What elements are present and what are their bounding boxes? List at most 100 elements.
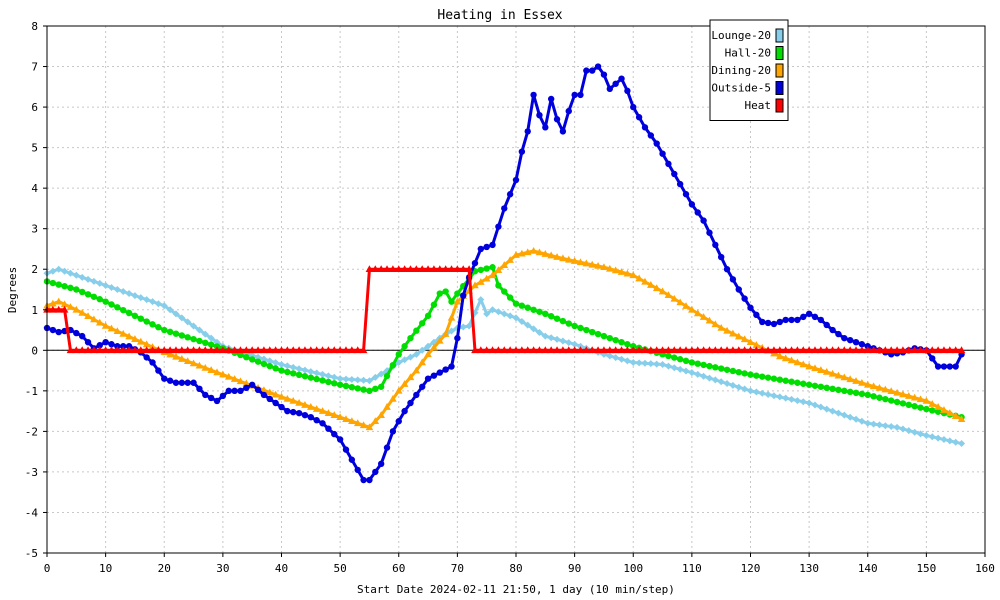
data-point-heat (817, 346, 825, 354)
data-point-heat (160, 346, 169, 354)
data-point-dining-20 (289, 396, 298, 404)
data-point-dining-20 (600, 263, 608, 271)
data-point-heat (277, 346, 286, 354)
data-point-heat (752, 346, 761, 354)
data-point-dining-20 (137, 337, 145, 345)
data-point-hall-20 (290, 370, 297, 377)
data-point-heat (764, 346, 772, 354)
data-point-lounge-20 (113, 286, 121, 293)
data-point-heat (957, 346, 966, 354)
data-point-dining-20 (535, 248, 544, 256)
data-point-dining-20 (717, 324, 725, 331)
data-point-outside-5 (852, 339, 860, 346)
data-point-dining-20 (430, 343, 438, 351)
data-point-heat (711, 346, 720, 354)
data-point-lounge-20 (49, 267, 57, 275)
data-point-lounge-20 (823, 405, 831, 413)
data-point-lounge-20 (917, 430, 925, 438)
data-point-heat (893, 346, 901, 354)
data-point-heat (90, 346, 98, 354)
x-tick-label: 150 (916, 562, 936, 575)
data-point-dining-20 (207, 366, 215, 373)
data-point-hall-20 (161, 326, 168, 334)
data-point-outside-5 (202, 391, 209, 399)
data-point-lounge-20 (336, 375, 344, 383)
data-point-outside-5 (577, 91, 584, 99)
data-point-heat (283, 346, 292, 354)
data-point-dining-20 (189, 359, 198, 367)
data-point-dining-20 (342, 415, 350, 423)
data-point-outside-5 (829, 326, 836, 334)
data-point-hall-20 (73, 286, 80, 293)
data-point-lounge-20 (184, 318, 192, 326)
data-point-outside-5 (841, 334, 848, 342)
data-point-outside-5 (782, 316, 789, 324)
data-point-heat (553, 346, 561, 354)
data-point-heat (723, 346, 731, 354)
data-point-lounge-20 (266, 357, 274, 365)
data-point-lounge-20 (301, 366, 309, 374)
data-point-lounge-20 (793, 397, 801, 405)
data-point-outside-5 (272, 399, 279, 407)
data-point-lounge-20 (776, 393, 784, 401)
data-point-hall-20 (794, 379, 801, 386)
data-point-hall-20 (518, 302, 526, 309)
series-hall-20 (43, 264, 965, 421)
data-point-outside-5 (635, 114, 643, 121)
data-point-lounge-20 (406, 353, 414, 361)
data-point-lounge-20 (934, 434, 942, 442)
data-point-hall-20 (143, 318, 150, 325)
data-point-outside-5 (102, 339, 109, 346)
data-point-dining-20 (828, 369, 837, 377)
data-point-heat (928, 346, 937, 354)
chart-title: Heating in Essex (437, 8, 562, 23)
data-point-heat (95, 346, 104, 354)
data-point-dining-20 (142, 340, 151, 348)
data-point-outside-5 (55, 328, 62, 336)
data-point-dining-20 (834, 371, 843, 379)
data-point-lounge-20 (612, 354, 620, 362)
data-point-lounge-20 (834, 409, 842, 417)
data-point-outside-5 (483, 243, 490, 251)
data-point-outside-5 (489, 241, 496, 249)
data-point-hall-20 (811, 382, 819, 389)
y-tick-label: 4 (31, 182, 38, 195)
data-point-hall-20 (307, 374, 315, 381)
data-point-outside-5 (401, 407, 408, 415)
x-tick-label: 130 (799, 562, 819, 575)
data-point-dining-20 (242, 379, 251, 387)
data-point-heat (664, 346, 673, 354)
data-point-lounge-20 (958, 440, 966, 448)
data-point-outside-5 (940, 363, 948, 370)
data-point-outside-5 (184, 379, 191, 386)
data-point-heat (295, 346, 303, 354)
data-point-dining-20 (283, 394, 292, 402)
x-tick-label: 100 (623, 562, 643, 575)
data-point-lounge-20 (858, 417, 866, 425)
data-point-dining-20 (389, 394, 397, 402)
data-point-hall-20 (770, 375, 778, 382)
data-point-outside-5 (325, 425, 332, 432)
data-point-heat (330, 346, 339, 354)
series-layer (43, 63, 966, 484)
data-point-heat (459, 265, 468, 273)
data-point-heat (793, 346, 802, 354)
data-point-hall-20 (178, 332, 186, 339)
data-point-heat (488, 346, 497, 354)
y-tick-label: 0 (31, 344, 38, 357)
data-point-outside-5 (319, 420, 326, 427)
y-tick-label: -5 (25, 547, 38, 560)
data-point-heat (582, 346, 591, 354)
data-point-hall-20 (366, 387, 373, 395)
data-point-lounge-20 (817, 403, 825, 411)
data-point-heat (318, 346, 327, 354)
data-point-lounge-20 (641, 359, 649, 367)
data-point-outside-5 (712, 241, 719, 249)
data-point-heat (236, 346, 245, 354)
data-point-heat (600, 346, 608, 354)
data-point-heat (471, 346, 479, 354)
data-point-outside-5 (606, 85, 613, 93)
data-point-heat (787, 346, 796, 354)
data-point-lounge-20 (424, 342, 432, 350)
legend-swatch-lounge-20 (775, 28, 784, 43)
